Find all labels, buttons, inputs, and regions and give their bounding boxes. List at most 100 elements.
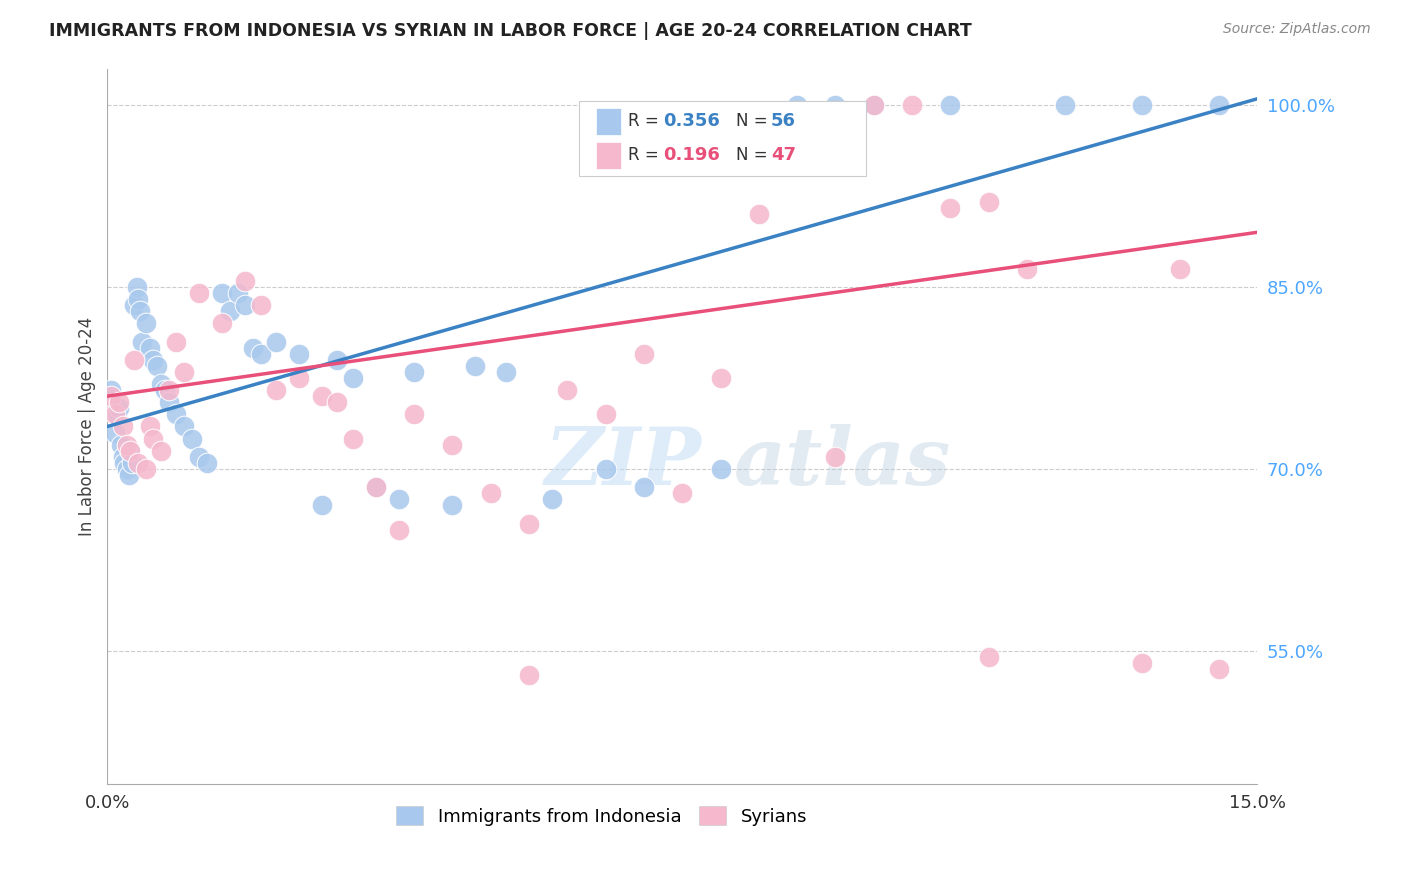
Point: [100, 383, 122, 397]
Point: [120, 443, 142, 458]
Point: [142, 432, 165, 446]
Point: [127, 456, 149, 470]
Point: [173, 365, 195, 379]
Text: 56: 56: [770, 112, 796, 130]
Text: N =: N =: [737, 112, 773, 130]
Point: [479, 486, 502, 500]
Point: [219, 304, 242, 318]
Point: [188, 450, 211, 464]
Text: 0.196: 0.196: [662, 146, 720, 164]
Point: [195, 456, 218, 470]
Point: [633, 346, 655, 360]
Point: [146, 359, 169, 373]
Point: [1170, 261, 1192, 276]
Point: [242, 341, 264, 355]
Point: [595, 408, 617, 422]
Point: [595, 462, 617, 476]
Point: [135, 316, 157, 330]
Point: [288, 371, 311, 385]
Point: [108, 395, 131, 409]
Point: [441, 499, 464, 513]
Text: ZIP: ZIP: [544, 424, 702, 501]
Text: 47: 47: [770, 146, 796, 164]
Point: [226, 285, 249, 300]
Point: [1130, 98, 1153, 112]
Point: [111, 450, 134, 464]
Point: [138, 341, 160, 355]
Point: [342, 432, 364, 446]
Text: R =: R =: [628, 146, 664, 164]
Point: [131, 334, 153, 349]
Point: [402, 365, 425, 379]
Point: [233, 274, 256, 288]
Point: [104, 408, 127, 422]
Point: [108, 401, 131, 416]
Point: [122, 352, 145, 367]
Point: [157, 383, 180, 397]
Point: [786, 98, 808, 112]
Point: [249, 346, 271, 360]
Point: [173, 419, 195, 434]
Point: [364, 480, 387, 494]
Point: [1054, 98, 1077, 112]
Point: [104, 425, 127, 440]
Point: [118, 468, 141, 483]
Point: [1017, 261, 1039, 276]
Point: [165, 334, 187, 349]
Point: [115, 462, 138, 476]
Point: [862, 98, 884, 112]
Point: [388, 523, 411, 537]
Point: [748, 207, 770, 221]
Point: [128, 304, 150, 318]
Point: [150, 376, 173, 391]
Point: [977, 194, 1000, 209]
Point: [142, 352, 165, 367]
Point: [709, 371, 731, 385]
Point: [211, 316, 233, 330]
Point: [862, 98, 884, 112]
Point: [517, 668, 540, 682]
Point: [264, 383, 287, 397]
Text: R =: R =: [628, 112, 664, 130]
Point: [115, 438, 138, 452]
Text: IMMIGRANTS FROM INDONESIA VS SYRIAN IN LABOR FORCE | AGE 20-24 CORRELATION CHART: IMMIGRANTS FROM INDONESIA VS SYRIAN IN L…: [49, 22, 972, 40]
Point: [188, 285, 211, 300]
Point: [977, 650, 1000, 665]
Point: [517, 516, 540, 531]
Text: N =: N =: [737, 146, 773, 164]
Point: [671, 486, 693, 500]
Y-axis label: In Labor Force | Age 20-24: In Labor Force | Age 20-24: [79, 317, 96, 536]
Point: [100, 389, 122, 403]
Point: [264, 334, 287, 349]
Point: [541, 492, 564, 507]
Point: [127, 292, 149, 306]
Point: [939, 201, 962, 215]
FancyBboxPatch shape: [596, 108, 621, 135]
Point: [495, 365, 517, 379]
Point: [125, 280, 148, 294]
Point: [441, 438, 464, 452]
Point: [165, 408, 187, 422]
FancyBboxPatch shape: [596, 142, 621, 169]
Text: Source: ZipAtlas.com: Source: ZipAtlas.com: [1223, 22, 1371, 37]
Point: [1130, 656, 1153, 670]
Point: [709, 462, 731, 476]
Point: [555, 383, 578, 397]
Point: [249, 298, 271, 312]
Point: [633, 480, 655, 494]
FancyBboxPatch shape: [579, 101, 866, 176]
Point: [901, 98, 924, 112]
Point: [180, 432, 202, 446]
Point: [105, 408, 128, 422]
Point: [110, 438, 132, 452]
Point: [311, 499, 333, 513]
Point: [122, 298, 145, 312]
Point: [157, 395, 180, 409]
Text: 0.356: 0.356: [662, 112, 720, 130]
Point: [288, 346, 311, 360]
Point: [120, 443, 142, 458]
Point: [464, 359, 486, 373]
Legend: Immigrants from Indonesia, Syrians: Immigrants from Indonesia, Syrians: [396, 806, 807, 825]
Text: atlas: atlas: [734, 424, 952, 501]
Point: [112, 456, 135, 470]
